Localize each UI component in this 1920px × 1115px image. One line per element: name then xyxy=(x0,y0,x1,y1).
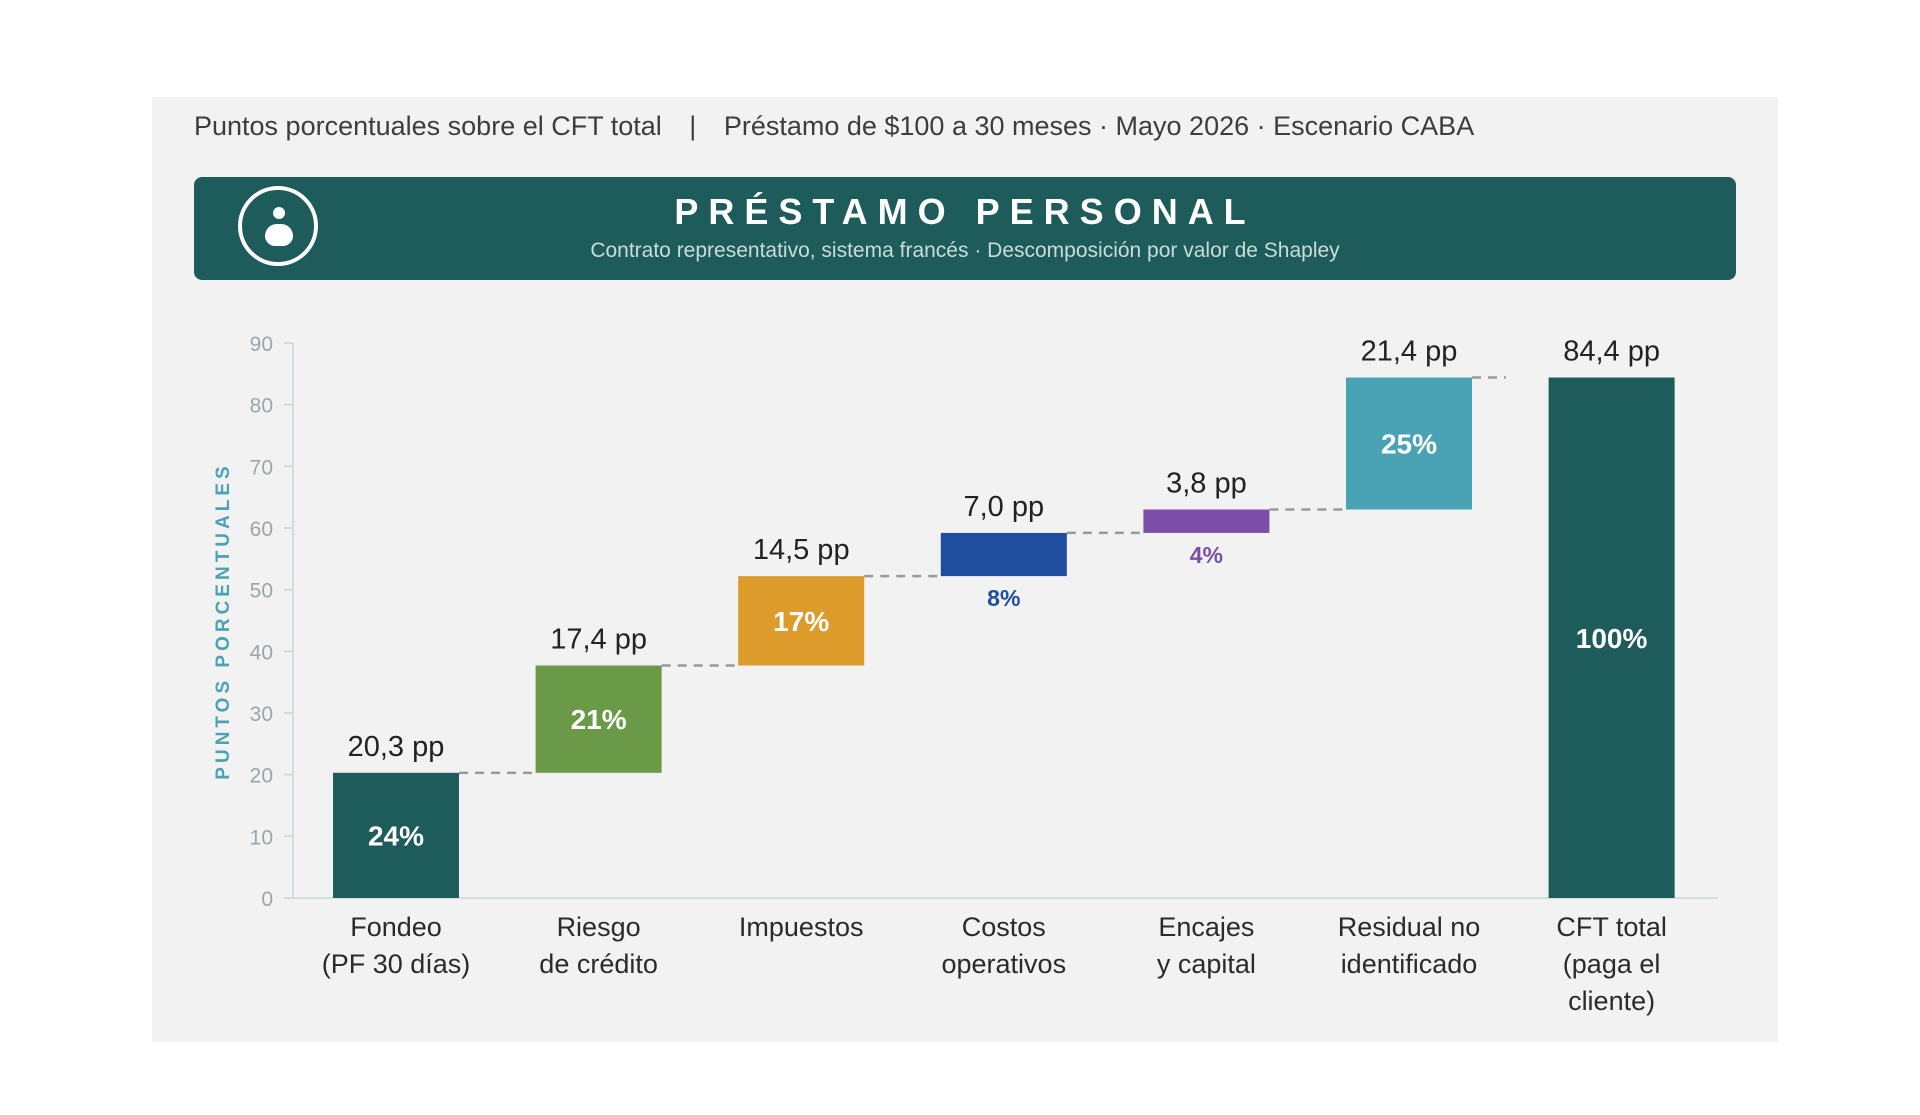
bar-percent-label: 8% xyxy=(987,585,1020,611)
chart-subtitle: Contrato representativo, sistema francés… xyxy=(590,239,1340,262)
waterfall-bar xyxy=(535,665,662,773)
waterfall-bar xyxy=(1143,509,1270,533)
category-label: Impuestos xyxy=(739,912,864,942)
bar-value-label: 20,3 pp xyxy=(348,731,445,763)
bar-value-label: 84,4 pp xyxy=(1563,336,1660,368)
category-label: cliente) xyxy=(1568,986,1655,1016)
bar-value-label: 14,5 pp xyxy=(753,534,850,566)
bar-percent-label: 25% xyxy=(1381,429,1437,460)
waterfall-bar xyxy=(738,576,865,666)
bar-value-label: 21,4 pp xyxy=(1361,336,1458,368)
bar-percent-label: 4% xyxy=(1190,542,1223,568)
y-tick-label: 60 xyxy=(250,518,273,541)
bar-percent-label: 100% xyxy=(1576,623,1648,654)
y-tick-label: 50 xyxy=(250,580,273,603)
chart-title: PRÉSTAMO PERSONAL xyxy=(674,191,1256,232)
bar-percent-label: 21% xyxy=(571,704,627,735)
chart-caption: Puntos porcentuales sobre el CFT total |… xyxy=(194,111,1474,142)
category-label: identificado xyxy=(1341,949,1478,979)
y-axis-label: PUNTOS PORCENTUALES xyxy=(213,462,234,779)
bar-percent-label: 24% xyxy=(368,820,424,851)
caption-right: Préstamo de $100 a 30 meses · Mayo 2026 … xyxy=(723,111,1475,141)
waterfall-bar xyxy=(1346,377,1472,510)
category-label: CFT total xyxy=(1556,912,1667,942)
category-label: Costos xyxy=(962,912,1046,942)
y-tick-label: 70 xyxy=(250,456,273,479)
y-tick-label: 20 xyxy=(250,765,273,788)
category-label: y capital xyxy=(1157,949,1256,979)
person-circle-icon xyxy=(238,186,318,266)
y-tick-label: 30 xyxy=(250,703,273,726)
bar-value-label: 17,4 pp xyxy=(550,624,647,656)
category-label: Encajes xyxy=(1158,912,1254,942)
title-banner: PRÉSTAMO PERSONAL Contrato representativ… xyxy=(194,177,1736,280)
category-label: Residual no xyxy=(1338,912,1481,942)
category-label: operativos xyxy=(942,949,1067,979)
category-label: (paga el xyxy=(1563,949,1661,979)
waterfall-bar xyxy=(1548,377,1675,898)
y-tick-label: 40 xyxy=(250,641,273,664)
category-label: de crédito xyxy=(539,949,658,979)
y-tick-label: 90 xyxy=(250,333,273,356)
waterfall-bar xyxy=(940,532,1067,577)
category-label: Riesgo xyxy=(557,912,641,942)
y-tick-label: 80 xyxy=(250,395,273,418)
bar-value-label: 3,8 pp xyxy=(1166,468,1247,500)
y-tick-label: 0 xyxy=(261,888,273,911)
caption-left: Puntos porcentuales sobre el CFT total xyxy=(194,111,662,141)
category-label: Fondeo xyxy=(350,912,442,942)
category-label: (PF 30 días) xyxy=(322,949,471,979)
y-tick-label: 10 xyxy=(250,826,273,849)
bar-value-label: 7,0 pp xyxy=(963,491,1044,523)
waterfall-bar xyxy=(333,772,459,898)
caption-separator: | xyxy=(689,111,697,141)
bar-percent-label: 17% xyxy=(773,606,829,637)
